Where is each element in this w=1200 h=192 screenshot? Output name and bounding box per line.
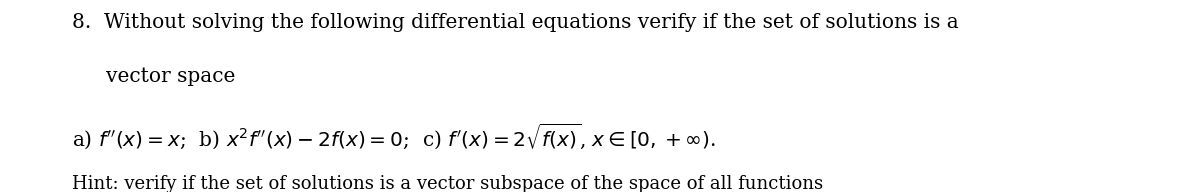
Text: vector space: vector space	[106, 67, 235, 86]
Text: a) $f''(x) = x$;  b) $x^2 f''(x) - 2f(x) = 0$;  c) $f'(x) = 2\sqrt{f(x)}$, $x \i: a) $f''(x) = x$; b) $x^2 f''(x) - 2f(x) …	[72, 121, 716, 151]
Text: 8.  Without solving the following differential equations verify if the set of so: 8. Without solving the following differe…	[72, 13, 959, 32]
Text: Hint: verify if the set of solutions is a vector subspace of the space of all fu: Hint: verify if the set of solutions is …	[72, 175, 823, 192]
